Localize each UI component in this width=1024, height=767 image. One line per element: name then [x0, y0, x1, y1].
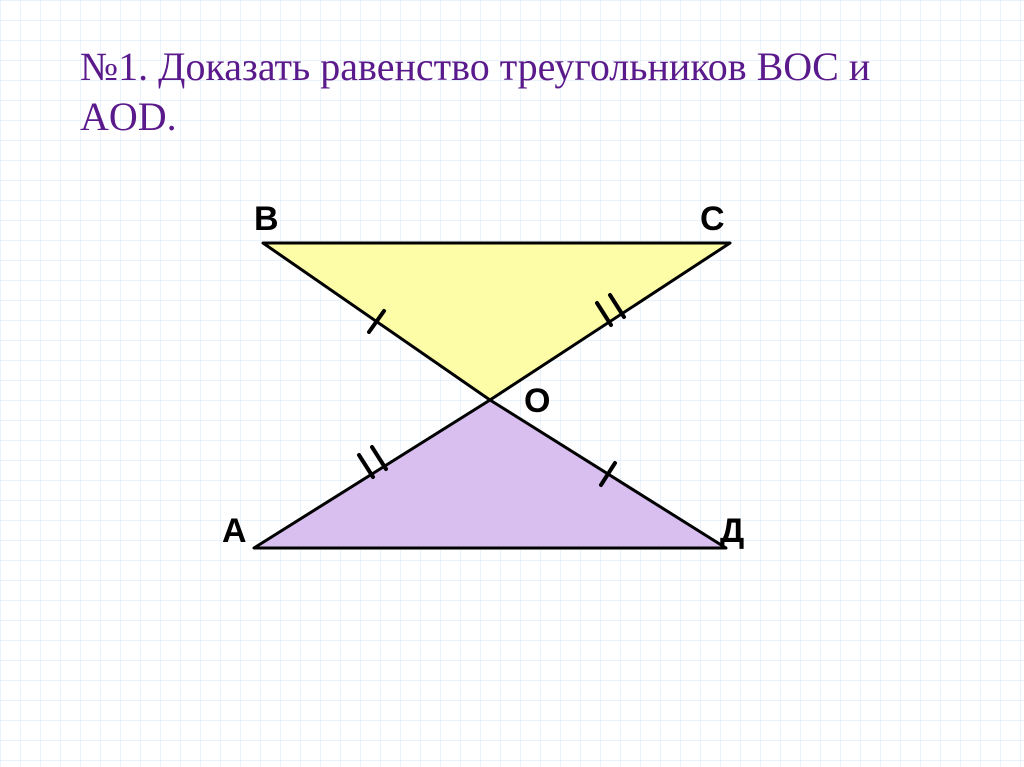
- triangle-aod: [254, 400, 726, 548]
- label-o: O: [524, 382, 550, 421]
- label-b: B: [254, 200, 279, 239]
- label-c: C: [700, 200, 725, 239]
- label-d: Д: [720, 512, 744, 551]
- slide-page: №1. Доказать равенство треугольников BOC…: [0, 0, 1024, 767]
- geometry-diagram: [0, 0, 1024, 767]
- triangle-boc: [263, 243, 730, 400]
- label-a: A: [222, 512, 247, 551]
